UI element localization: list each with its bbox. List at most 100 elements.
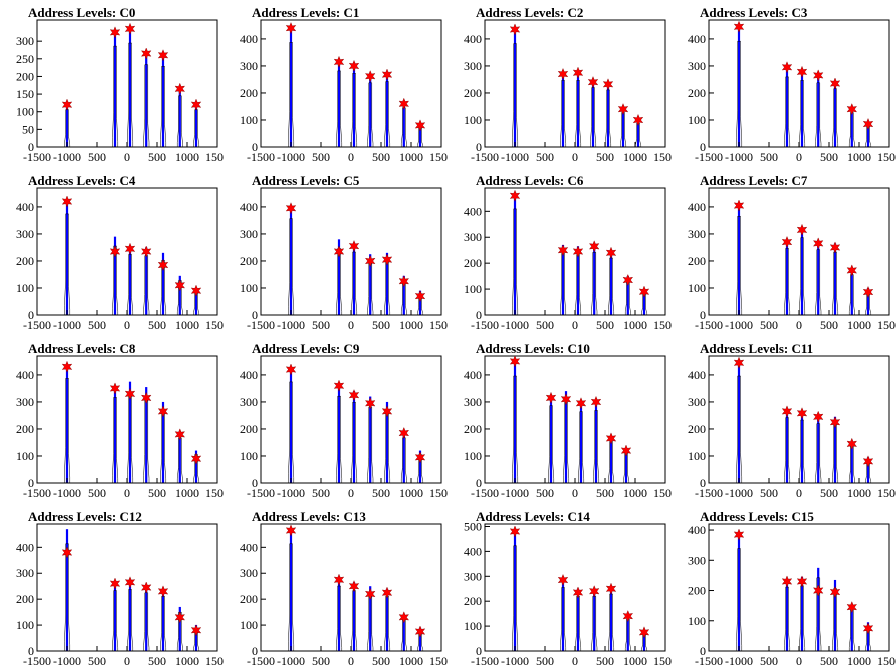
histogram-peak bbox=[815, 567, 822, 651]
peak-marker bbox=[124, 387, 136, 400]
x-tick-label: 1500 bbox=[429, 654, 448, 668]
x-tick-label: 500 bbox=[760, 654, 778, 668]
histogram-peak bbox=[351, 582, 358, 651]
chart-svg: 0 100 200 300 400 -1500-1000 500 0 500 1000 1500 bbox=[688, 187, 896, 332]
peak-marker bbox=[812, 69, 824, 82]
x-tick-label: 500 bbox=[820, 150, 838, 164]
chart-svg: 0 100 200 300 400 500 -1500 -1000 500 0 500 1000 150… bbox=[464, 520, 672, 669]
histogram-bar bbox=[128, 581, 132, 651]
histogram-bar bbox=[352, 63, 356, 148]
histogram-peak bbox=[799, 227, 806, 315]
peak-marker bbox=[190, 624, 202, 637]
x-tick-label: 1000 bbox=[847, 150, 871, 164]
y-tick-label: 300 bbox=[240, 566, 258, 580]
peak-marker bbox=[364, 587, 376, 601]
subhist-outline bbox=[288, 218, 295, 315]
chart-title: Address Levels: C7 bbox=[700, 173, 808, 188]
y-tick-label: 200 bbox=[688, 422, 706, 436]
chart-title: Address Levels: C14 bbox=[476, 509, 590, 524]
peak-marker bbox=[381, 586, 393, 599]
histogram-bar bbox=[833, 579, 837, 651]
histogram-bar bbox=[145, 584, 148, 651]
y-tick-label: 300 bbox=[464, 59, 482, 73]
x-tick-label: -1000 bbox=[53, 654, 81, 668]
peak-marker bbox=[124, 22, 136, 35]
peak-marker bbox=[812, 410, 824, 423]
y-tick-label: 0 bbox=[28, 308, 34, 322]
histogram-peak bbox=[160, 588, 167, 651]
chart-svg: 0 100 200 300 400 -1500-1000 500 0 500 1000 1500 bbox=[464, 355, 672, 500]
histogram-bar bbox=[161, 55, 165, 147]
x-tick-label: 1500 bbox=[205, 318, 224, 332]
histogram-peak bbox=[64, 529, 71, 651]
chart-title: Address Levels: C3 bbox=[700, 5, 808, 20]
subhist-outline bbox=[512, 43, 519, 147]
histogram-peak bbox=[608, 586, 615, 651]
y-tick-label: 400 bbox=[16, 540, 34, 554]
y-tick-label: 0 bbox=[252, 140, 258, 154]
histogram-peak bbox=[288, 368, 295, 483]
histogram-bar bbox=[737, 202, 741, 315]
chart-panel: Address Levels: C4 0 100 200 300 400 -1500 -100… bbox=[0, 168, 224, 336]
x-tick-label: 1000 bbox=[399, 654, 423, 668]
x-tick-label: 1500 bbox=[653, 654, 672, 668]
histogram-peak bbox=[336, 60, 343, 147]
x-tick-label: 500 bbox=[596, 654, 614, 668]
histogram-bar bbox=[850, 604, 853, 651]
histogram-bar bbox=[113, 385, 117, 483]
histogram-bar bbox=[561, 578, 565, 651]
peak-marker bbox=[862, 285, 874, 299]
histogram-peak bbox=[384, 72, 391, 147]
histogram-bar bbox=[418, 125, 422, 147]
x-tick-label: 500 bbox=[312, 318, 330, 332]
x-tick-label: -1000 bbox=[277, 318, 305, 332]
histogram-bar bbox=[800, 227, 804, 315]
x-tick-label: -1000 bbox=[277, 486, 305, 500]
histogram-bar bbox=[113, 32, 117, 147]
histogram-bar bbox=[178, 431, 181, 483]
subhist-outline bbox=[799, 419, 806, 483]
histogram-peak bbox=[143, 53, 150, 148]
histogram-bar bbox=[850, 269, 853, 315]
x-tick-label: 500 bbox=[760, 150, 778, 164]
histogram-peak bbox=[512, 361, 519, 483]
histogram-bar bbox=[624, 447, 628, 483]
histogram-bar bbox=[833, 416, 837, 483]
chart-panel: Address Levels: C0 0 50 100 150 200 250 300 -150… bbox=[0, 0, 224, 168]
subhist-outline bbox=[784, 248, 791, 315]
peak-marker bbox=[414, 119, 426, 132]
histogram-peak bbox=[127, 246, 134, 315]
x-tick-label: 500 bbox=[88, 486, 106, 500]
histogram-peak bbox=[351, 391, 358, 483]
peak-marker bbox=[157, 585, 169, 598]
histogram-bar bbox=[161, 252, 165, 315]
histogram-peak bbox=[112, 32, 119, 147]
y-tick-label: 100 bbox=[688, 449, 706, 463]
y-tick-label: 0 bbox=[28, 140, 34, 154]
x-tick-label: -1500 bbox=[471, 654, 499, 668]
plot-frame bbox=[36, 187, 218, 316]
peak-marker bbox=[109, 26, 121, 39]
peak-marker bbox=[572, 245, 584, 258]
x-tick-label: 1000 bbox=[623, 150, 647, 164]
y-tick-label: 0 bbox=[252, 644, 258, 658]
peak-marker bbox=[109, 382, 121, 395]
chart-svg: 0 100 200 300 400 -1500-1000 500 0 500 1000 1500 bbox=[16, 355, 224, 500]
x-tick-label: 500 bbox=[88, 654, 106, 668]
peak-marker bbox=[157, 258, 169, 272]
histogram-bar bbox=[289, 28, 293, 147]
y-tick-label: 100 bbox=[464, 619, 482, 633]
x-tick-label: -1500 bbox=[23, 486, 51, 500]
histogram-bar bbox=[626, 614, 629, 651]
x-tick-label: -1500 bbox=[695, 150, 723, 164]
x-tick-label: 1000 bbox=[623, 486, 647, 500]
histogram-peak bbox=[832, 243, 839, 315]
x-tick-label: -1500 bbox=[23, 654, 51, 668]
histogram-bar bbox=[817, 240, 820, 315]
y-tick-label: 400 bbox=[16, 200, 34, 214]
subhist-outline bbox=[736, 40, 743, 147]
x-tick-label: 500 bbox=[596, 318, 614, 332]
peak-marker bbox=[781, 575, 793, 588]
x-tick-label: 1500 bbox=[653, 150, 672, 164]
x-tick-label: -1000 bbox=[53, 318, 81, 332]
